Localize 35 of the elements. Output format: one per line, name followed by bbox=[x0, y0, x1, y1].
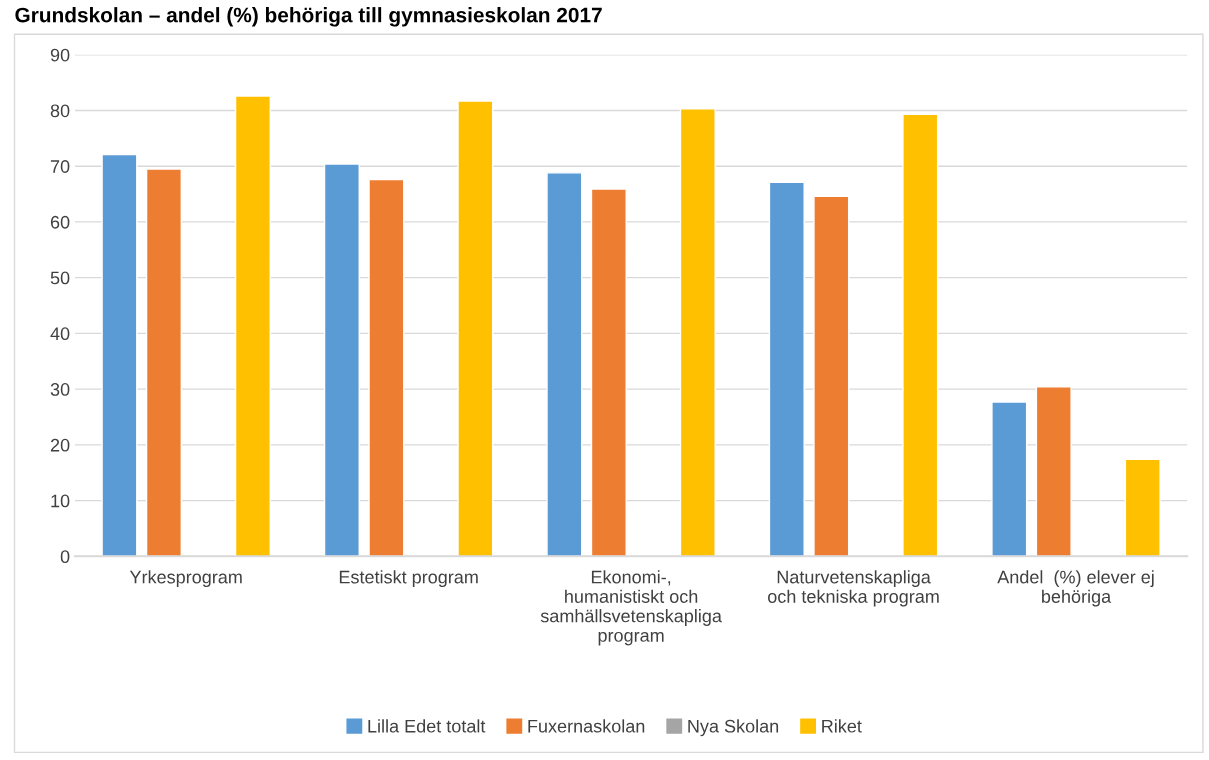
y-tick-label: 20 bbox=[50, 438, 70, 452]
y-tick-label: 90 bbox=[50, 48, 70, 62]
y-tick-label: 80 bbox=[50, 104, 70, 118]
bar bbox=[457, 100, 494, 557]
bar bbox=[101, 153, 138, 557]
bar bbox=[145, 168, 182, 557]
bar bbox=[1124, 458, 1161, 557]
x-tick-label: Naturvetenskapliga och tekniska program bbox=[768, 570, 939, 607]
y-tick-label: 40 bbox=[50, 327, 70, 341]
bar bbox=[1035, 386, 1072, 557]
bar bbox=[768, 181, 805, 557]
y-tick-label: 60 bbox=[50, 215, 70, 229]
y-tick-label: 10 bbox=[51, 494, 70, 508]
y-tick-label: 0 bbox=[60, 550, 70, 564]
legend-label: Nya Skolan bbox=[688, 719, 779, 737]
y-tick-label: 30 bbox=[50, 383, 70, 396]
x-tick-label: Estetiskt program bbox=[339, 570, 478, 588]
bar bbox=[590, 188, 627, 557]
bar bbox=[813, 195, 850, 557]
legend-label: Lilla Edet totalt bbox=[368, 719, 486, 733]
bar bbox=[679, 108, 716, 557]
x-tick-label: Andel (%) elever ej behöriga bbox=[997, 570, 1154, 607]
chart-title: Grundskolan – andel (%) behöriga till gymnasieskolan 2017 bbox=[15, 7, 602, 27]
legend-label: Riket bbox=[822, 719, 862, 733]
legend-label: Fuxernaskolan bbox=[528, 719, 645, 733]
bar bbox=[991, 401, 1028, 557]
x-tick-label: Yrkesprogram bbox=[129, 570, 242, 588]
y-tick-label: 50 bbox=[50, 271, 70, 285]
bar bbox=[234, 95, 271, 557]
bar bbox=[902, 113, 939, 557]
bar bbox=[323, 163, 360, 557]
bar bbox=[368, 178, 405, 557]
bar bbox=[546, 172, 583, 557]
x-tick-label: Ekonomi-, humanistiskt och samhällsvetenskapliga program bbox=[540, 570, 722, 646]
y-tick-label: 70 bbox=[50, 160, 70, 173]
